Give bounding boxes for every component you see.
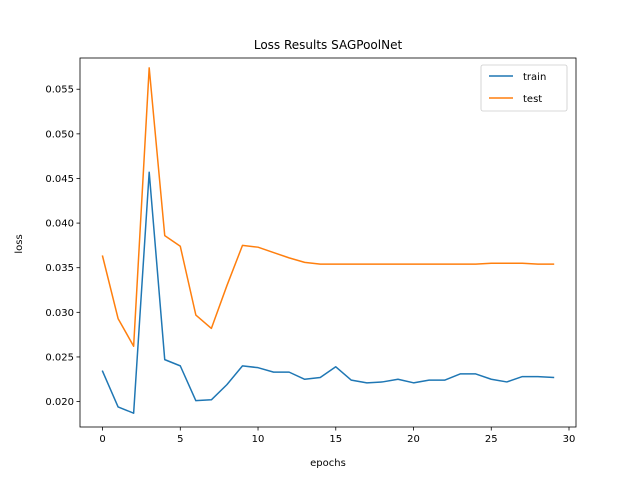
y-axis-title: loss xyxy=(14,234,25,253)
x-tick-label: 0 xyxy=(99,434,105,445)
y-tick-label: 0.055 xyxy=(45,85,74,96)
y-tick-label: 0.045 xyxy=(45,174,74,185)
legend-label-test: test xyxy=(523,94,542,105)
series-line-test xyxy=(101,67,555,347)
x-tick-label: 15 xyxy=(329,434,342,445)
legend-label-train: train xyxy=(523,72,546,83)
legend: train test xyxy=(480,64,568,112)
x-axis-title: epochs xyxy=(310,458,346,469)
y-tick-label: 0.040 xyxy=(45,219,74,230)
x-axis-ticks: 0 5 10 15 20 25 30 xyxy=(99,427,575,445)
series-line-train xyxy=(101,171,555,414)
y-tick-label: 0.020 xyxy=(45,397,74,408)
y-tick-label: 0.035 xyxy=(45,263,74,274)
y-tick-label: 0.030 xyxy=(45,308,74,319)
x-tick-label: 10 xyxy=(252,434,265,445)
x-tick-label: 20 xyxy=(407,434,420,445)
series-lines xyxy=(101,67,555,414)
y-tick-label: 0.050 xyxy=(45,129,74,140)
y-axis-ticks: 0.020 0.025 0.030 0.035 0.040 0.045 0.050 0.055 xyxy=(45,85,80,408)
chart-title: Loss Results SAGPoolNet xyxy=(254,38,403,52)
x-tick-label: 30 xyxy=(563,434,576,445)
y-tick-label: 0.025 xyxy=(45,352,74,363)
axes-frame xyxy=(79,57,577,428)
x-tick-label: 5 xyxy=(177,434,183,445)
x-tick-label: 25 xyxy=(485,434,498,445)
